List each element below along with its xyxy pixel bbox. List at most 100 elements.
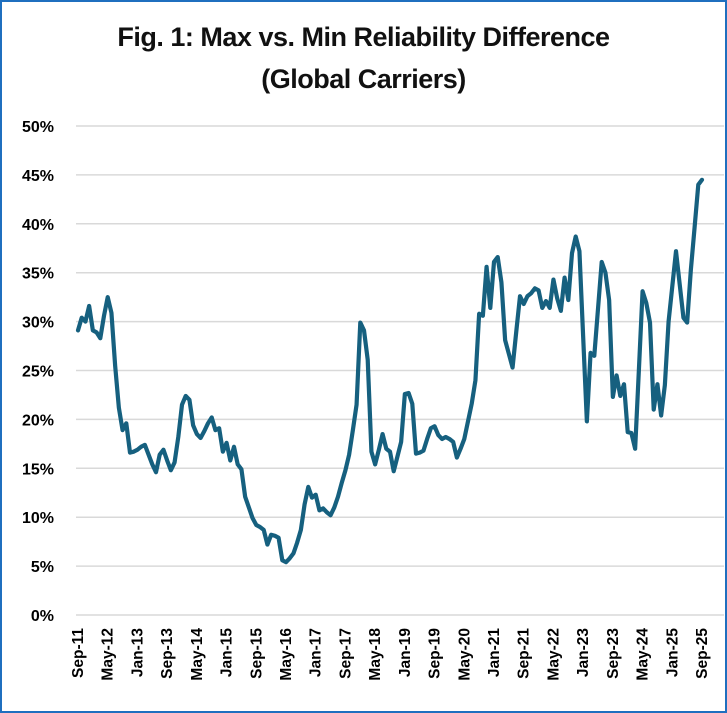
data-point	[184, 394, 188, 398]
data-point	[340, 481, 344, 485]
x-tick-label: Sep-25	[694, 628, 711, 679]
data-point	[570, 251, 574, 255]
data-point	[444, 435, 448, 439]
data-point	[83, 320, 88, 324]
data-point	[176, 435, 180, 439]
data-point	[139, 445, 143, 449]
data-point	[117, 406, 121, 410]
x-tick-label: Jan-17	[308, 628, 325, 677]
data-point	[102, 314, 106, 318]
data-point	[626, 430, 630, 434]
y-axis-tick-labels: 0% 5% 10% 15% 20% 25% 30% 35% 40% 45% 50%	[22, 119, 54, 625]
data-point	[310, 496, 314, 500]
data-point	[236, 462, 240, 466]
data-point	[291, 551, 296, 555]
data-point	[202, 429, 206, 433]
data-point	[458, 447, 463, 451]
data-point	[317, 508, 322, 512]
y-tick-label: 0%	[31, 608, 54, 625]
data-point	[250, 516, 255, 520]
data-point	[473, 378, 478, 382]
data-point	[518, 294, 522, 298]
data-point	[700, 178, 704, 182]
data-point	[470, 402, 474, 406]
data-point	[328, 513, 333, 517]
x-tick-label: May-18	[367, 628, 384, 681]
data-point	[76, 328, 80, 333]
data-point	[462, 437, 466, 441]
data-point	[425, 437, 429, 441]
data-point	[429, 426, 433, 430]
data-point	[336, 495, 340, 499]
data-point	[678, 282, 682, 287]
data-point	[414, 452, 418, 456]
data-point	[232, 445, 236, 449]
x-tick-label: Jan-13	[129, 628, 146, 677]
data-point	[548, 306, 552, 310]
data-point	[366, 358, 370, 362]
data-point	[663, 383, 667, 387]
data-point	[165, 458, 169, 463]
x-tick-label: Jan-23	[575, 628, 592, 677]
data-point	[503, 338, 507, 342]
data-point	[585, 419, 589, 423]
x-tick-label: Jan-21	[486, 628, 503, 677]
data-point	[384, 447, 388, 451]
data-point	[321, 506, 325, 510]
data-point	[247, 505, 251, 510]
data-point	[692, 226, 697, 230]
data-point	[522, 302, 526, 306]
data-point	[243, 495, 247, 499]
data-point	[674, 249, 678, 253]
data-point	[633, 447, 637, 451]
data-point	[206, 421, 210, 425]
data-point	[655, 382, 660, 386]
data-point	[484, 265, 489, 269]
data-point	[507, 352, 511, 356]
data-point	[191, 423, 195, 427]
data-point	[161, 448, 166, 452]
data-point	[455, 455, 459, 460]
data-point	[536, 288, 541, 292]
data-point	[302, 502, 307, 507]
data-point	[87, 304, 91, 308]
data-point	[525, 294, 530, 298]
x-tick-label: Sep-23	[605, 628, 622, 679]
data-point	[652, 408, 656, 412]
data-point	[284, 560, 288, 564]
data-point	[198, 436, 203, 440]
y-tick-label: 35%	[22, 266, 54, 283]
data-point	[510, 365, 515, 370]
data-point	[440, 437, 444, 441]
data-point	[406, 391, 411, 395]
data-point	[113, 364, 117, 368]
data-point	[354, 403, 359, 407]
data-point	[224, 441, 229, 445]
data-point	[640, 289, 645, 293]
data-point	[154, 470, 158, 474]
data-point	[132, 450, 136, 454]
data-point	[596, 307, 600, 311]
data-point	[496, 255, 500, 259]
data-point	[314, 493, 318, 497]
x-tick-label: May-22	[545, 628, 562, 681]
data-point	[574, 234, 578, 239]
data-point	[195, 432, 199, 436]
data-point	[187, 398, 192, 402]
data-point	[388, 450, 392, 454]
data-point	[172, 460, 177, 465]
chart-subtitle: (Global Carriers)	[261, 64, 466, 94]
y-tick-label: 30%	[22, 315, 54, 332]
data-point	[254, 523, 258, 527]
x-tick-label: Jan-15	[219, 628, 236, 677]
data-point	[273, 534, 277, 538]
data-point	[280, 558, 284, 562]
data-point	[555, 296, 559, 300]
data-point	[477, 312, 481, 316]
data-point	[265, 542, 270, 547]
data-point	[577, 249, 582, 253]
data-point	[451, 440, 455, 444]
data-point	[637, 368, 641, 373]
data-point	[120, 428, 125, 432]
